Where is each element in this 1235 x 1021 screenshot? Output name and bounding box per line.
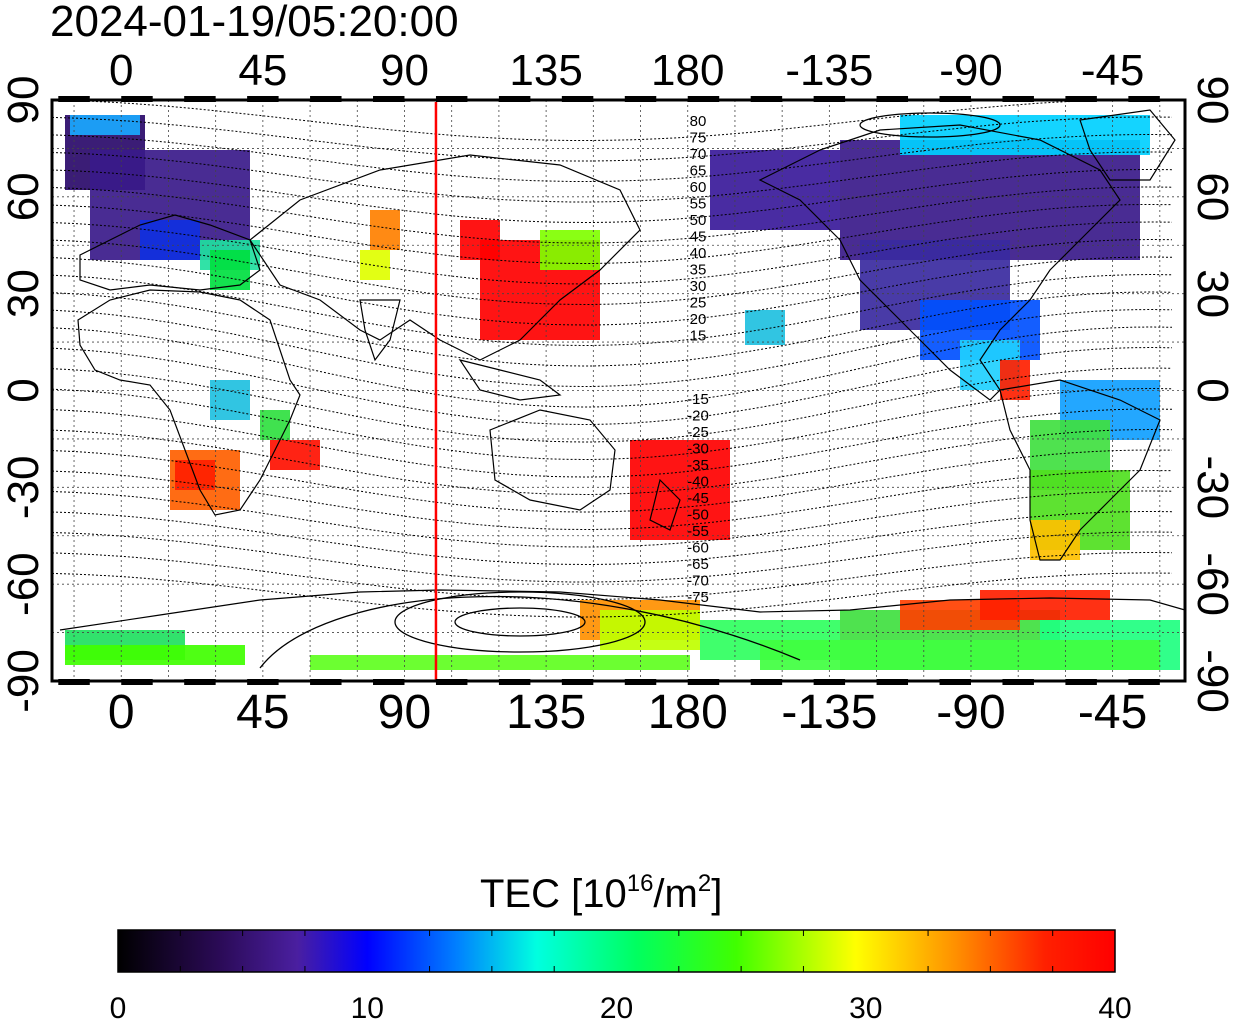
contour-label: -20 — [687, 408, 709, 425]
frame-tick-bars — [58, 96, 1160, 685]
contour-label: 45 — [690, 229, 707, 246]
contour-label: 50 — [690, 212, 707, 229]
right-axis-ticks: 90 60 30 0 -30 -60 -90 — [1188, 76, 1235, 713]
colorbar — [117, 929, 1116, 973]
contour-label: -55 — [687, 523, 709, 540]
contour-label: 55 — [690, 196, 707, 213]
contour-label: -60 — [687, 540, 709, 557]
top-tick-label: -90 — [939, 46, 1003, 95]
right-tick-label: -90 — [1188, 649, 1235, 713]
left-tick-label: 0 — [0, 378, 48, 402]
contour-label: 35 — [690, 262, 707, 279]
right-tick-label: 90 — [1188, 76, 1235, 125]
right-tick-label: -30 — [1188, 456, 1235, 520]
colorbar-ticks: 0 10 20 30 40 — [110, 930, 1132, 1021]
contour-label: 30 — [690, 278, 707, 295]
left-tick-label: -60 — [0, 552, 48, 616]
top-axis-ticks: 0 45 90 135 180 -135 -90 -45 — [109, 46, 1144, 95]
bottom-tick-label: 0 — [108, 686, 135, 739]
top-tick-label: 0 — [109, 46, 133, 95]
contour-label: -15 — [687, 391, 709, 408]
right-tick-label: 30 — [1188, 269, 1235, 318]
magnetic-latitude-contours — [52, 100, 1173, 618]
bottom-axis-ticks: 0 45 90 135 180 -135 -90 -45 — [108, 686, 1147, 739]
tec-data-layer — [65, 115, 1180, 670]
colorbar-tick-label: 10 — [351, 992, 384, 1021]
colorbar-title: TEC [1016/m2] — [480, 870, 722, 916]
contour-label: 15 — [690, 328, 707, 345]
left-tick-label: 30 — [0, 269, 48, 318]
timestamp-title: 2024-01-19/05:20:00 — [50, 0, 459, 46]
right-tick-label: 0 — [1188, 378, 1235, 402]
contour-label: 20 — [690, 311, 707, 328]
contour-label: 80 — [690, 113, 707, 130]
contour-label: 60 — [690, 179, 707, 196]
left-tick-label: 90 — [0, 76, 48, 125]
contour-label: 75 — [690, 130, 707, 147]
right-tick-label: 60 — [1188, 172, 1235, 221]
magnetic-pole-contours — [259, 112, 1001, 669]
coastlines — [59, 109, 1185, 631]
colorbar-tick-label: 20 — [600, 992, 633, 1021]
contour-label: 70 — [690, 146, 707, 163]
bottom-tick-label: 90 — [378, 686, 431, 739]
colorbar-tick-label: 0 — [110, 992, 127, 1021]
top-tick-label: 135 — [509, 46, 582, 95]
top-tick-label: -45 — [1081, 46, 1145, 95]
top-tick-label: -135 — [785, 46, 873, 95]
left-axis-ticks: 90 60 30 0 -30 -60 -90 — [0, 76, 48, 713]
left-tick-label: 60 — [0, 172, 48, 221]
contour-label: -35 — [687, 457, 709, 474]
contour-label: -45 — [687, 490, 709, 507]
left-tick-label: -90 — [0, 649, 48, 713]
colorbar-tick-label: 30 — [849, 992, 882, 1021]
bottom-tick-label: 45 — [236, 686, 289, 739]
bottom-tick-label: 180 — [648, 686, 728, 739]
contour-label: -40 — [687, 474, 709, 491]
contour-label: -65 — [687, 556, 709, 573]
contour-label: 40 — [690, 245, 707, 262]
contour-label: -50 — [687, 507, 709, 524]
contour-label: -70 — [687, 573, 709, 590]
top-tick-label: 45 — [238, 46, 287, 95]
bottom-tick-label: -45 — [1078, 686, 1147, 739]
contour-label: 65 — [690, 163, 707, 180]
bottom-tick-label: -90 — [936, 686, 1005, 739]
colorbar-tick-label: 40 — [1098, 992, 1131, 1021]
top-tick-label: 180 — [651, 46, 724, 95]
top-tick-label: 90 — [380, 46, 429, 95]
contour-label: -30 — [687, 441, 709, 458]
bottom-tick-label: -135 — [781, 686, 877, 739]
plot-frame — [50, 98, 1187, 683]
contour-label: 25 — [690, 295, 707, 312]
right-tick-label: -60 — [1188, 552, 1235, 616]
contour-label: -75 — [687, 589, 709, 606]
bottom-tick-label: 135 — [506, 686, 586, 739]
contour-label: -25 — [687, 424, 709, 441]
left-tick-label: -30 — [0, 456, 48, 520]
